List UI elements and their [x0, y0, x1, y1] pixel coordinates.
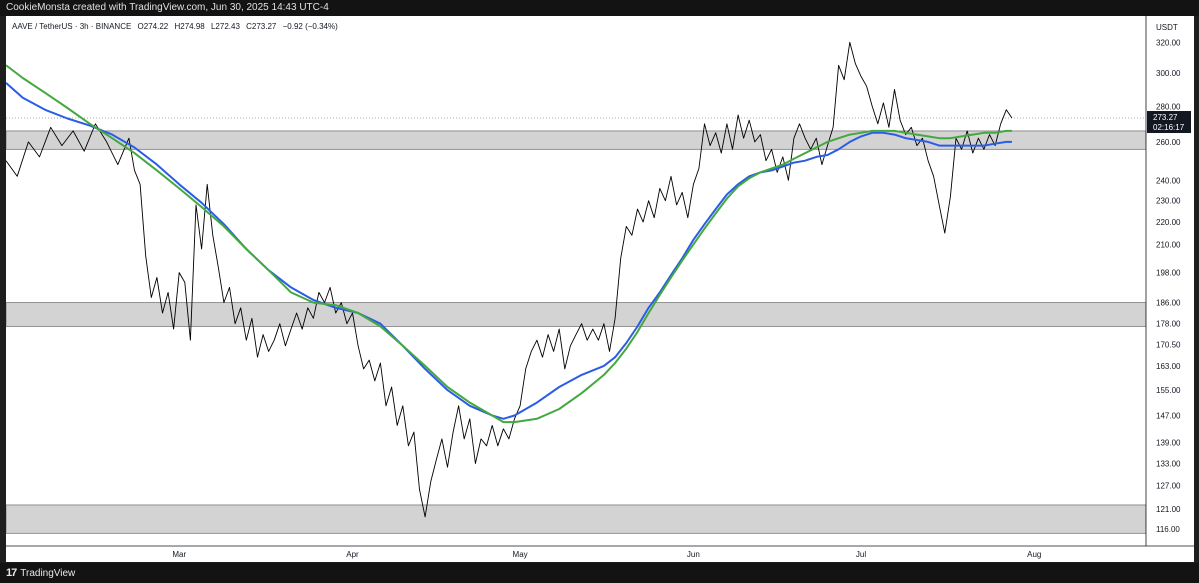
- x-tick-label: Jun: [687, 550, 700, 559]
- time-axis-bg: [6, 546, 1194, 562]
- price-axis-bg: [1146, 16, 1194, 562]
- y-tick-label: 186.00: [1156, 299, 1181, 308]
- y-tick-label: 260.00: [1156, 138, 1181, 147]
- symbol-legend: AAVE / TetherUS · 3h · BINANCE O274.22 H…: [12, 22, 342, 31]
- y-tick-label: 139.00: [1156, 438, 1181, 447]
- y-tick-label: 320.00: [1156, 38, 1181, 47]
- brand-bar: 17 TradingView: [0, 563, 1199, 583]
- series-ma-slow: [6, 64, 1012, 424]
- price-tag-countdown: 02:16:17: [1153, 123, 1185, 132]
- x-tick-label: Jul: [856, 550, 866, 559]
- price-chart[interactable]: USDT 116.00 121.00 127.00 133.00 139.00 147.00…: [6, 16, 1194, 562]
- y-tick-label: 127.00: [1156, 482, 1181, 491]
- credit-bar: CookieMonsta created with TradingView.co…: [0, 0, 1199, 16]
- tradingview-mark-icon: 17: [6, 567, 17, 579]
- x-tick-label: Mar: [172, 550, 186, 559]
- legend-open: O274.22: [137, 22, 169, 31]
- price-tag-value: 273.27: [1153, 113, 1178, 122]
- y-tick-label: 147.00: [1156, 412, 1181, 421]
- legend-high: H274.98: [174, 22, 205, 31]
- y-tick-label: 163.00: [1156, 362, 1181, 371]
- x-tick-label: May: [513, 550, 528, 559]
- price-tag: [1147, 111, 1191, 134]
- y-tick-label: 220.00: [1156, 218, 1181, 227]
- currency-label: USDT: [1156, 23, 1178, 32]
- legend-low: L272.43: [210, 22, 240, 31]
- credit-text: CookieMonsta created with TradingView.co…: [6, 2, 329, 13]
- y-tick-label: 133.00: [1156, 460, 1181, 469]
- chart-area[interactable]: USDT 116.00 121.00 127.00 133.00 139.00 147.00…: [6, 16, 1194, 562]
- legend-close: C273.27: [246, 22, 277, 31]
- y-tick-label: 170.50: [1156, 340, 1181, 349]
- y-tick-label: 178.00: [1156, 320, 1181, 329]
- x-tick-label: Apr: [346, 550, 359, 559]
- y-tick-label: 116.00: [1156, 525, 1180, 534]
- y-tick-label: 230.00: [1156, 197, 1181, 206]
- series-price: [6, 41, 1013, 518]
- y-tick-label: 121.00: [1156, 505, 1181, 514]
- tradingview-logo[interactable]: 17 TradingView: [6, 567, 75, 579]
- tradingview-wordmark: TradingView: [20, 567, 76, 579]
- y-tick-label: 280.00: [1156, 102, 1181, 111]
- y-tick-label: 210.00: [1156, 240, 1181, 249]
- y-tick-label: 300.00: [1156, 69, 1181, 78]
- y-tick-label: 198.00: [1156, 269, 1181, 278]
- y-tick-label: 155.00: [1156, 386, 1181, 395]
- zone-2: [6, 302, 1147, 327]
- zone-3: [6, 504, 1147, 534]
- legend-change: −0.92 (−0.34%): [282, 22, 338, 31]
- legend-symbol: AAVE / TetherUS · 3h · BINANCE: [12, 22, 132, 31]
- y-tick-label: 240.00: [1156, 176, 1181, 185]
- x-tick-label: Aug: [1027, 550, 1041, 559]
